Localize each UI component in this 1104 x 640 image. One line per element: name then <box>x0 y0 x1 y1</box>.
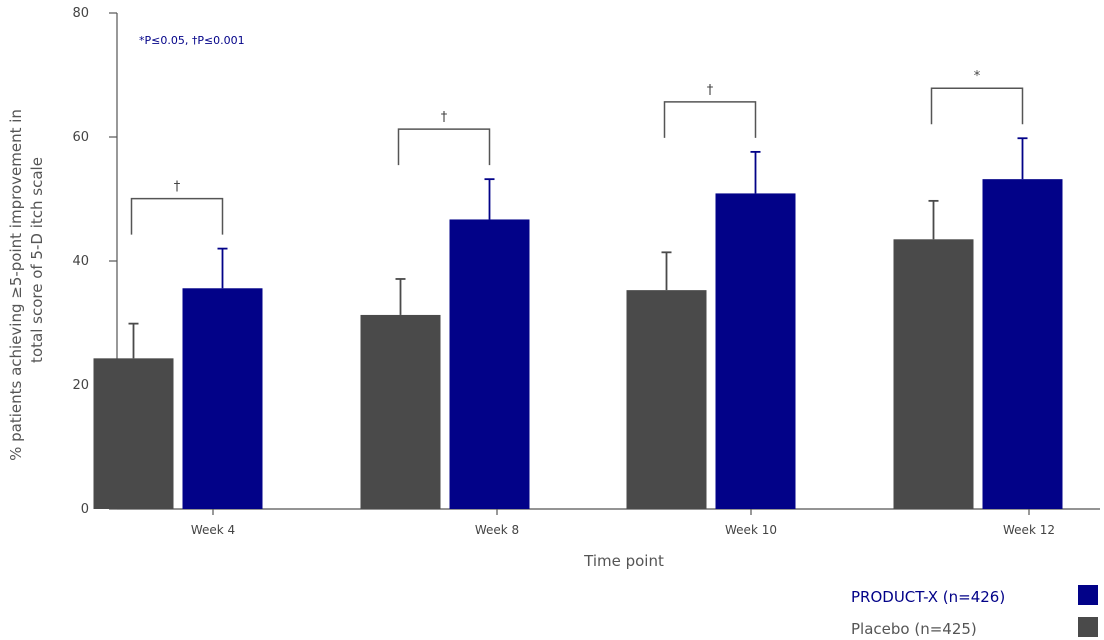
x-axis-title: Time point <box>583 552 664 570</box>
bar-placebo <box>93 358 174 509</box>
significance-marker: * <box>974 69 981 84</box>
y-tick-label: 20 <box>72 378 89 393</box>
legend-label-product-x: PRODUCT-X (n=426) <box>851 588 1005 606</box>
significance-bracket <box>397 128 491 166</box>
x-tick-label: Week 4 <box>191 523 235 537</box>
y-tick-label: 0 <box>81 502 89 517</box>
y-axis-title-line-2: total score of 5-D itch scale <box>28 157 46 363</box>
significance-bracket <box>930 87 1024 125</box>
y-axis-title-line-1: % patients achieving ≥5-point improvemen… <box>7 109 25 461</box>
legend-swatch-placebo <box>1078 617 1098 637</box>
bar-product-x <box>982 179 1063 509</box>
significance-marker: † <box>441 110 448 125</box>
significance-bracket <box>130 197 224 235</box>
bar-product-x <box>715 193 796 510</box>
bar-placebo <box>893 239 974 510</box>
bar-product-x <box>182 288 263 509</box>
bar-placebo <box>626 290 707 509</box>
significance-marker: † <box>707 83 714 98</box>
significance-marker: † <box>174 180 181 195</box>
bar-placebo <box>360 314 441 509</box>
x-tick-label: Week 12 <box>1003 523 1055 537</box>
legend-swatch-product-x <box>1078 585 1098 605</box>
y-tick-label: 60 <box>72 130 89 145</box>
x-tick-label: Week 8 <box>475 523 519 537</box>
significance-note: *P≤0.05, †P≤0.001 <box>139 34 245 47</box>
y-tick-label: 80 <box>72 6 89 21</box>
y-tick-label: 40 <box>72 254 89 269</box>
bar-product-x <box>449 219 530 509</box>
legend-label-placebo: Placebo (n=425) <box>851 620 977 638</box>
significance-bracket <box>663 101 757 138</box>
x-tick-label: Week 10 <box>725 523 777 537</box>
